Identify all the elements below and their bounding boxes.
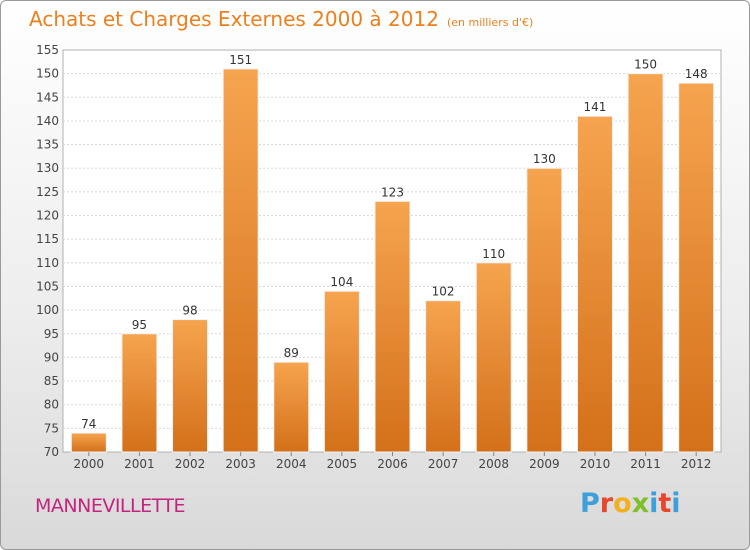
chart-title-text: Achats et Charges Externes 2000 à 2012 [29, 7, 439, 31]
y-tick-label: 150 [36, 67, 59, 81]
value-label-2000: 74 [81, 417, 96, 431]
bar-2008 [475, 262, 512, 453]
x-tick-label-2009: 2009 [529, 457, 560, 471]
y-tick-label: 125 [36, 185, 59, 199]
x-tick-label-2012: 2012 [681, 457, 712, 471]
bar-2007 [425, 300, 462, 453]
x-tick-label-2010: 2010 [580, 457, 611, 471]
bar-2012 [678, 82, 715, 453]
x-tick-label-2001: 2001 [124, 457, 155, 471]
value-label-2002: 98 [182, 304, 197, 318]
x-tick-label-2006: 2006 [377, 457, 408, 471]
logo-letter: r [599, 488, 614, 519]
value-label-2012: 148 [685, 67, 708, 81]
bar-2002 [172, 319, 209, 453]
x-tick-label-2004: 2004 [276, 457, 307, 471]
y-tick-label: 100 [36, 303, 59, 317]
logo-letter: x [631, 488, 650, 519]
chart-unit: (en milliers d'€) [446, 16, 534, 29]
logo-letter: P [580, 488, 600, 519]
x-axis-labels: 2000 2001 2002 2003 2004 2005 2006 2007 2008 2009… [74, 452, 712, 471]
bar-2005 [323, 290, 360, 453]
x-tick-label-2007: 2007 [428, 457, 459, 471]
value-label-2010: 141 [584, 100, 607, 114]
value-label-2007: 102 [432, 285, 455, 299]
bar-2009 [526, 167, 563, 453]
y-tick-label: 95 [44, 327, 59, 341]
logo-letter: o [613, 488, 632, 519]
y-tick-label: 115 [36, 232, 59, 246]
y-tick-label: 130 [36, 161, 59, 175]
proxiti-logo: Proxiti [580, 488, 681, 519]
x-tick-label-2002: 2002 [175, 457, 206, 471]
value-label-2005: 104 [330, 275, 353, 289]
bar-2011 [627, 73, 664, 453]
y-tick-label: 110 [36, 256, 59, 270]
y-tick-label: 70 [44, 445, 59, 459]
bars-group [70, 68, 715, 453]
bar-2006 [374, 200, 411, 453]
bar-2001 [121, 333, 158, 453]
y-tick-label: 120 [36, 209, 59, 223]
value-label-2004: 89 [284, 346, 299, 360]
y-tick-label: 105 [36, 279, 59, 293]
y-tick-label: 145 [36, 90, 59, 104]
bar-2003 [222, 68, 259, 453]
bar-2004 [273, 361, 310, 453]
value-label-2003: 151 [229, 53, 252, 67]
logo-letter: i [671, 488, 681, 519]
logo-letter: t [658, 488, 672, 519]
y-tick-label: 80 [44, 398, 59, 412]
y-tick-label: 90 [44, 350, 59, 364]
y-tick-label: 140 [36, 114, 59, 128]
x-tick-label-2000: 2000 [74, 457, 105, 471]
bar-2010 [576, 115, 613, 453]
value-label-2009: 130 [533, 152, 556, 166]
value-label-2006: 123 [381, 185, 404, 199]
value-label-2011: 150 [634, 58, 657, 72]
x-tick-label-2011: 2011 [630, 457, 661, 471]
y-tick-label: 75 [44, 421, 59, 435]
logo-letter: i [649, 488, 659, 519]
value-labels: 74 95 98 151 89 104 123 102 110 130 141 150 148 [81, 53, 707, 431]
y-tick-label: 85 [44, 374, 59, 388]
x-tick-label-2003: 2003 [225, 457, 256, 471]
y-axis-labels: 70 75 80 85 90 95 100 105 110 115 120 125 130 135 140 1… [36, 43, 59, 459]
y-tick-label: 155 [36, 43, 59, 57]
bar-2000 [70, 432, 107, 453]
chart-title: Achats et Charges Externes 2000 à 2012 (e… [29, 7, 533, 31]
x-tick-label-2008: 2008 [478, 457, 509, 471]
y-tick-label: 135 [36, 138, 59, 152]
x-tick-label-2005: 2005 [327, 457, 358, 471]
value-label-2008: 110 [482, 247, 505, 261]
commune-name: MANNEVILLETTE [35, 495, 185, 517]
value-label-2001: 95 [132, 318, 147, 332]
